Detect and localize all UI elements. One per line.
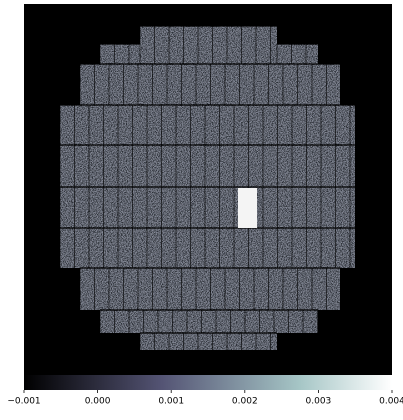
colorbar-tick-label: 0.002 <box>232 397 258 407</box>
colorbar-tick-label: 0.001 <box>158 397 184 407</box>
colorbar <box>24 375 392 390</box>
ccd <box>80 64 340 105</box>
ccd <box>80 268 340 310</box>
colorbar-tick-label: 0.003 <box>306 397 332 407</box>
ccd <box>277 44 318 64</box>
ccd <box>100 44 140 64</box>
detector-image <box>60 26 355 350</box>
ccd <box>60 105 355 145</box>
ccd <box>100 310 318 333</box>
ccd <box>140 333 277 350</box>
ccd <box>60 187 355 228</box>
ccd <box>60 145 355 187</box>
colorbar-tick-label: 0.004 <box>379 397 403 407</box>
colorbar-tick-label: 0.000 <box>85 397 111 407</box>
colorbar-tick-label: −0.001 <box>7 397 40 407</box>
ccd-seams <box>59 25 355 350</box>
bright-patch <box>238 188 257 228</box>
ccd <box>140 26 277 64</box>
ccd <box>60 228 355 268</box>
